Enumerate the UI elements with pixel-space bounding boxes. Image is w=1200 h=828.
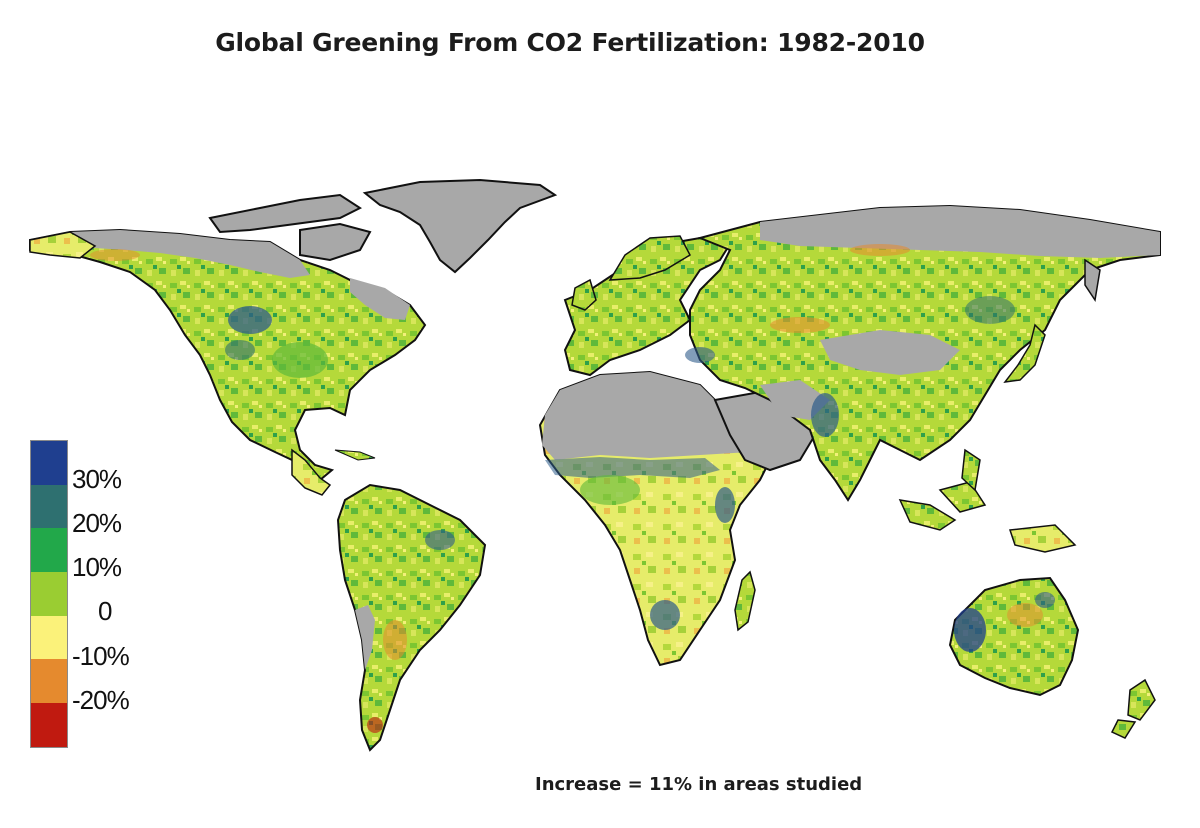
legend-label-minus10: -10% [72, 641, 130, 671]
legend-label-0: 0 [98, 596, 112, 626]
legend-label-20: 20% [72, 508, 122, 538]
arctic-islands [208, 193, 363, 234]
legend-swatch [31, 659, 67, 704]
map-title: Global Greening From CO2 Fertilization: … [215, 28, 925, 57]
legend-swatch [31, 528, 67, 573]
south-america [336, 483, 487, 752]
legend-swatch [31, 703, 67, 747]
legend-swatch [31, 441, 67, 485]
legend-swatch [31, 615, 67, 660]
greenland [362, 178, 558, 274]
legend-label-10: 10% [72, 552, 122, 582]
legend-label-minus20: -20% [72, 685, 130, 715]
footnote: Increase = 11% in areas studied [535, 774, 863, 795]
world-map [0, 160, 1200, 760]
color-scale-legend [30, 440, 68, 748]
legend-label-30: 30% [72, 464, 122, 494]
legend-swatch [31, 572, 67, 616]
legend-swatch [31, 484, 67, 529]
